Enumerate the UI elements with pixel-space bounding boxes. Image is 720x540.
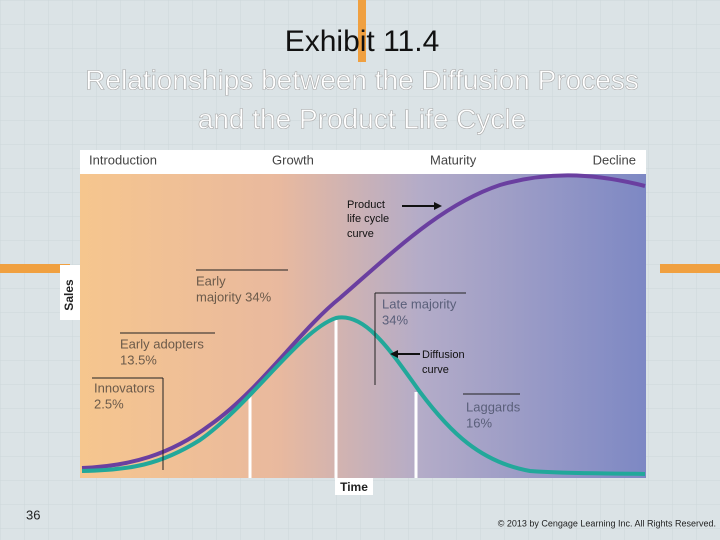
y-axis-label: Sales [62,279,76,311]
product-life-cycle-curve [81,173,646,470]
accent-bar [660,264,720,273]
segment-label: 34% [382,312,408,327]
curve-label: Diffusion [422,349,465,361]
slide-subtitle: and the Product Life Cycle [198,103,526,134]
x-axis-label: Time [340,480,368,494]
segment-label: 13.5% [120,352,157,367]
slide-title: Exhibit 11.4 [285,25,440,58]
segment-label: Early adopters [120,336,204,351]
y-label-box [60,265,80,320]
stage-label: Growth [272,152,314,167]
stage-label: Introduction [89,152,157,167]
arrow-head [390,350,398,358]
accent-bar [0,264,70,273]
curve-label: curve [347,228,374,240]
x-label-box [335,478,373,495]
segment-label: Late majority [382,296,457,311]
segment-label: Innovators [94,380,155,395]
segment-label: 2.5% [94,396,124,411]
copyright: © 2013 by Cengage Learning Inc. All Righ… [498,518,716,528]
curve-label: curve [422,364,449,376]
page-number: 36 [26,507,40,522]
slide-subtitle: Relationships between the Diffusion Proc… [85,64,639,95]
segment-label: Laggards [466,399,521,414]
segment-label: Early [196,273,226,288]
curve-label: life cycle [347,213,389,225]
segment-label: majority 34% [196,289,272,304]
stage-header [80,150,646,174]
accent-bar [358,0,366,62]
stage-label: Maturity [430,152,477,167]
stage-label: Decline [593,152,636,167]
curve-label: Product [347,199,385,211]
segment-label: 16% [466,415,492,430]
diffusion-curve [81,315,646,476]
arrow-head [434,202,442,210]
